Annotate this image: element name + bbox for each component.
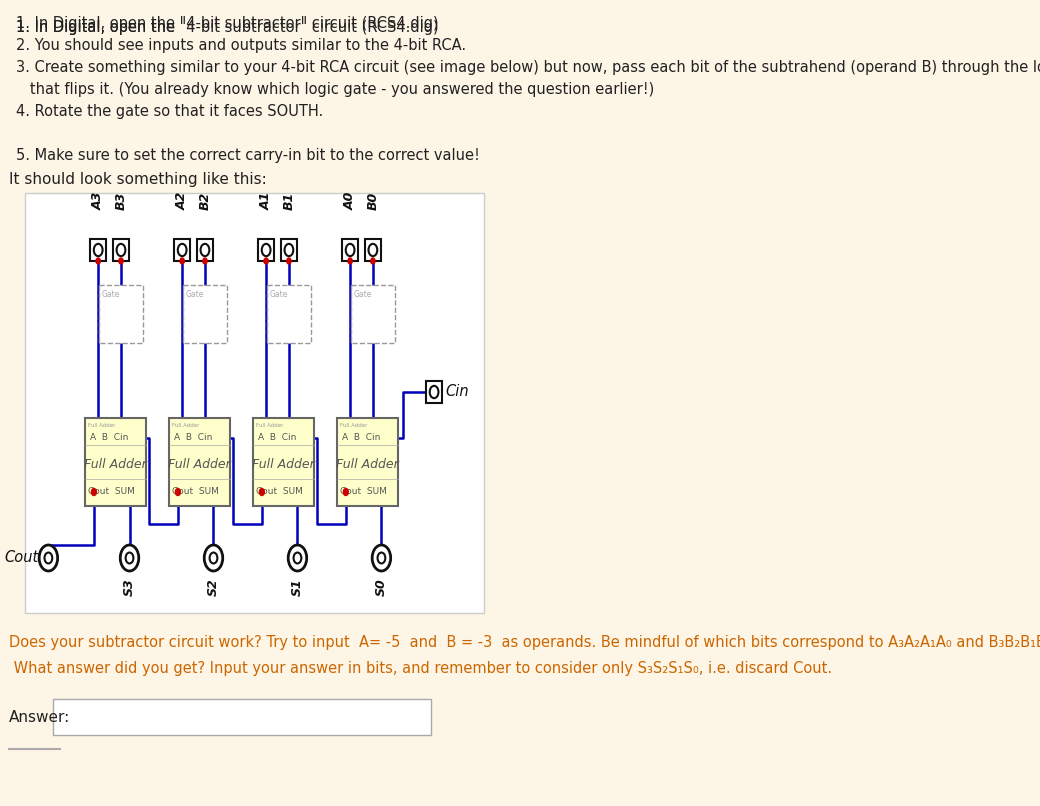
Text: 1. In Digital, open the "4-bit subtractor" circuit (RCS4.dig): 1. In Digital, open the "4-bit subtracto… xyxy=(16,16,438,31)
Text: Full Adder: Full Adder xyxy=(336,458,399,471)
Circle shape xyxy=(210,553,217,563)
Circle shape xyxy=(121,545,138,571)
Text: A  B  Cin: A B Cin xyxy=(90,434,129,442)
Text: B1: B1 xyxy=(283,192,295,210)
Text: Does your subtractor circuit work? Try to input  A= -5  and  B = -3  as operands: Does your subtractor circuit work? Try t… xyxy=(8,635,1040,650)
Text: 2. You should see inputs and outputs similar to the 4-bit RCA.: 2. You should see inputs and outputs sim… xyxy=(16,38,466,53)
Text: Full Adder: Full Adder xyxy=(168,458,231,471)
Text: Answer:: Answer: xyxy=(8,709,70,725)
Bar xyxy=(258,239,274,261)
Circle shape xyxy=(343,488,348,496)
Bar xyxy=(25,193,484,613)
Text: Full Adder: Full Adder xyxy=(88,423,115,428)
Circle shape xyxy=(180,258,184,264)
Bar xyxy=(170,418,230,506)
Text: 4. Rotate the gate so that it faces SOUTH.: 4. Rotate the gate so that it faces SOUT… xyxy=(16,104,322,119)
Circle shape xyxy=(345,244,355,256)
Text: Gate: Gate xyxy=(186,290,204,299)
Bar xyxy=(426,381,442,403)
Circle shape xyxy=(126,553,133,563)
Text: A0: A0 xyxy=(343,192,357,210)
Text: A3: A3 xyxy=(92,192,105,210)
Circle shape xyxy=(45,553,52,563)
Text: 5. Make sure to set the correct carry-in bit to the correct value!: 5. Make sure to set the correct carry-in… xyxy=(16,148,479,163)
Bar xyxy=(85,418,146,506)
Circle shape xyxy=(287,258,291,264)
Circle shape xyxy=(40,545,57,571)
Text: Cout  SUM: Cout SUM xyxy=(173,488,219,496)
Text: Gate: Gate xyxy=(102,290,121,299)
Text: A  B  Cin: A B Cin xyxy=(342,434,381,442)
Circle shape xyxy=(119,258,123,264)
Bar xyxy=(267,285,311,343)
Circle shape xyxy=(116,244,126,256)
Text: B3: B3 xyxy=(114,192,128,210)
Circle shape xyxy=(203,258,207,264)
Bar xyxy=(99,285,144,343)
Bar xyxy=(342,239,358,261)
Text: 1. In Digital, open the: 1. In Digital, open the xyxy=(16,20,179,35)
Circle shape xyxy=(178,244,186,256)
Bar xyxy=(113,239,129,261)
Text: Full Adder: Full Adder xyxy=(340,423,367,428)
Bar xyxy=(337,418,397,506)
Text: Full Adder: Full Adder xyxy=(173,423,200,428)
Text: Cout  SUM: Cout SUM xyxy=(340,488,387,496)
Text: Full Adder: Full Adder xyxy=(253,458,315,471)
Circle shape xyxy=(348,258,353,264)
Circle shape xyxy=(378,553,385,563)
Bar xyxy=(90,239,106,261)
Circle shape xyxy=(201,244,209,256)
Bar xyxy=(254,418,314,506)
Circle shape xyxy=(372,545,391,571)
Text: Cout  SUM: Cout SUM xyxy=(256,488,303,496)
Text: A2: A2 xyxy=(176,192,188,210)
Circle shape xyxy=(92,488,97,496)
Text: S2: S2 xyxy=(207,578,220,596)
Circle shape xyxy=(176,488,180,496)
Bar xyxy=(175,239,190,261)
Circle shape xyxy=(370,258,375,264)
Text: S0: S0 xyxy=(375,578,388,596)
Text: A  B  Cin: A B Cin xyxy=(175,434,213,442)
Bar xyxy=(198,239,213,261)
Text: S1: S1 xyxy=(291,578,304,596)
Text: that flips it. (You already know which logic gate - you answered the question ea: that flips it. (You already know which l… xyxy=(16,82,654,97)
Circle shape xyxy=(204,545,223,571)
Text: Full Adder: Full Adder xyxy=(84,458,147,471)
Bar xyxy=(281,239,296,261)
Text: B0: B0 xyxy=(366,192,380,210)
Text: What answer did you get? Input your answer in bits, and remember to consider onl: What answer did you get? Input your answ… xyxy=(8,661,832,676)
Text: Cout: Cout xyxy=(4,550,38,566)
Bar xyxy=(365,239,381,261)
Text: Gate: Gate xyxy=(354,290,372,299)
Text: B2: B2 xyxy=(199,192,211,210)
Text: It should look something like this:: It should look something like this: xyxy=(8,172,266,187)
Text: A  B  Cin: A B Cin xyxy=(258,434,296,442)
Bar xyxy=(183,285,227,343)
Circle shape xyxy=(264,258,268,264)
Circle shape xyxy=(430,386,439,398)
Text: 3. Create something similar to your 4-bit RCA circuit (see image below) but now,: 3. Create something similar to your 4-bi… xyxy=(16,60,1040,75)
Text: 1. In Digital, open the "4-bit subtractor" circuit (RCS4.dig): 1. In Digital, open the "4-bit subtracto… xyxy=(16,20,438,35)
Circle shape xyxy=(288,545,307,571)
Circle shape xyxy=(293,553,302,563)
Text: Full Adder: Full Adder xyxy=(256,423,284,428)
Circle shape xyxy=(94,244,103,256)
Circle shape xyxy=(96,258,100,264)
Circle shape xyxy=(285,244,293,256)
Text: Cout  SUM: Cout SUM xyxy=(88,488,135,496)
Circle shape xyxy=(262,244,270,256)
Bar xyxy=(53,699,431,735)
Circle shape xyxy=(368,244,378,256)
Text: Gate: Gate xyxy=(269,290,288,299)
Text: A1: A1 xyxy=(260,192,272,210)
Text: Cin: Cin xyxy=(445,384,469,400)
Text: S3: S3 xyxy=(123,578,136,596)
Bar xyxy=(350,285,395,343)
Circle shape xyxy=(259,488,264,496)
